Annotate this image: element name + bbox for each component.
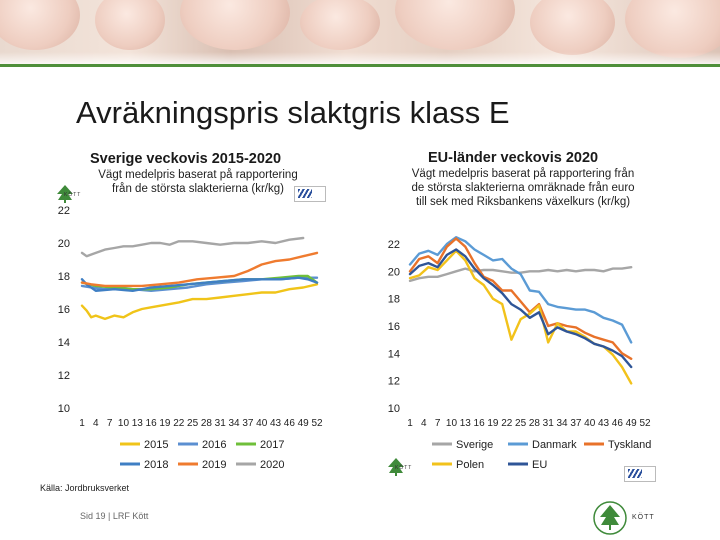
- left-chart-subtitle: Vägt medelpris baserat på rapportering f…: [98, 169, 298, 195]
- right-chart-subtitle: Vägt medelpris baserat på rapportering f…: [411, 168, 635, 208]
- legend-label-2018: 2018: [144, 459, 168, 471]
- x-tick-label: 37: [570, 418, 582, 429]
- legend-label-2015: 2015: [144, 439, 168, 451]
- legend-label-polen: Polen: [456, 459, 484, 471]
- x-tick-label: 49: [626, 418, 638, 429]
- y-tick-label: 18: [388, 294, 400, 306]
- series-line-2015: [80, 283, 319, 321]
- x-tick-label: 16: [474, 418, 486, 429]
- lrf-logo-icon: [294, 186, 326, 202]
- x-tick-label: 46: [612, 418, 624, 429]
- kott-tree-icon: [57, 185, 73, 203]
- header-divider: [0, 64, 720, 67]
- legend-label-eu: EU: [532, 459, 547, 471]
- x-tick-label: 43: [270, 418, 282, 429]
- x-tick-label: 34: [556, 418, 568, 429]
- series-line-eu: [408, 248, 633, 369]
- legend-label-2016: 2016: [202, 439, 226, 451]
- x-tick-label: 4: [93, 418, 99, 429]
- y-tick-label: 14: [388, 348, 400, 360]
- y-tick-label: 10: [388, 403, 400, 415]
- page-footer: Sid 19 | LRF Kött: [80, 511, 149, 521]
- logo-text: KÖTT: [64, 192, 82, 198]
- x-tick-label: 1: [407, 418, 413, 429]
- header-banner-photo: [0, 0, 720, 66]
- x-tick-label: 22: [173, 418, 185, 429]
- logo-text: KÖTT: [395, 465, 413, 471]
- x-tick-label: 28: [201, 418, 213, 429]
- y-tick-label: 16: [388, 321, 400, 333]
- x-tick-label: 40: [584, 418, 596, 429]
- y-tick-label: 16: [58, 304, 70, 316]
- y-tick-label: 14: [58, 337, 70, 349]
- left-chart-title: Sverige veckovis 2015-2020: [90, 151, 282, 167]
- x-tick-label: 25: [515, 418, 527, 429]
- x-tick-label: 34: [228, 418, 240, 429]
- x-tick-label: 10: [118, 418, 130, 429]
- x-tick-label: 31: [543, 418, 555, 429]
- source-note: Källa: Jordbruksverket: [40, 483, 130, 493]
- y-tick-label: 18: [58, 271, 70, 283]
- kott-logo-icon: [593, 501, 627, 535]
- kott-logo-text: KÖTT: [632, 514, 655, 521]
- series-line-danmark: [408, 235, 633, 344]
- y-tick-label: 12: [58, 370, 70, 382]
- x-tick-label: 10: [446, 418, 458, 429]
- lrf-logo-icon: [624, 466, 656, 482]
- x-tick-label: 52: [311, 418, 323, 429]
- series-line-sverige: [408, 266, 633, 283]
- x-tick-label: 13: [460, 418, 472, 429]
- x-tick-label: 40: [256, 418, 268, 429]
- legend-label-tyskland: Tyskland: [608, 439, 651, 451]
- x-tick-label: 19: [159, 418, 171, 429]
- x-tick-label: 25: [187, 418, 199, 429]
- x-tick-label: 22: [501, 418, 513, 429]
- legend-label-2020: 2020: [260, 459, 284, 471]
- legend-label-2017: 2017: [260, 439, 284, 451]
- y-tick-label: 12: [388, 376, 400, 388]
- slide-title: Avräkningspris slaktgris klass E: [76, 95, 510, 130]
- y-tick-label: 20: [388, 266, 400, 278]
- x-tick-label: 31: [215, 418, 227, 429]
- series-line-tyskland: [408, 237, 633, 360]
- x-tick-label: 13: [132, 418, 144, 429]
- x-tick-label: 19: [487, 418, 499, 429]
- x-tick-label: 4: [421, 418, 427, 429]
- x-tick-label: 16: [146, 418, 158, 429]
- x-tick-label: 7: [107, 418, 113, 429]
- right-chart-title: EU-länder veckovis 2020: [428, 150, 599, 166]
- y-tick-label: 10: [58, 403, 70, 415]
- series-line-2020: [80, 236, 305, 258]
- legend-label-danmark: Danmark: [532, 439, 577, 451]
- y-tick-label: 20: [58, 238, 70, 250]
- x-tick-label: 52: [639, 418, 651, 429]
- series-line-2019: [80, 251, 319, 288]
- legend-label-2019: 2019: [202, 459, 226, 471]
- kott-tree-icon: [388, 458, 404, 476]
- x-tick-label: 28: [529, 418, 541, 429]
- series-line-2018: [80, 276, 319, 292]
- x-tick-label: 7: [435, 418, 441, 429]
- x-tick-label: 1: [79, 418, 85, 429]
- x-tick-label: 46: [284, 418, 296, 429]
- y-tick-label: 22: [58, 205, 70, 217]
- legend-label-sverige: Sverige: [456, 439, 493, 451]
- x-tick-label: 49: [298, 418, 310, 429]
- x-tick-label: 43: [598, 418, 610, 429]
- x-tick-label: 37: [242, 418, 254, 429]
- y-tick-label: 22: [388, 239, 400, 251]
